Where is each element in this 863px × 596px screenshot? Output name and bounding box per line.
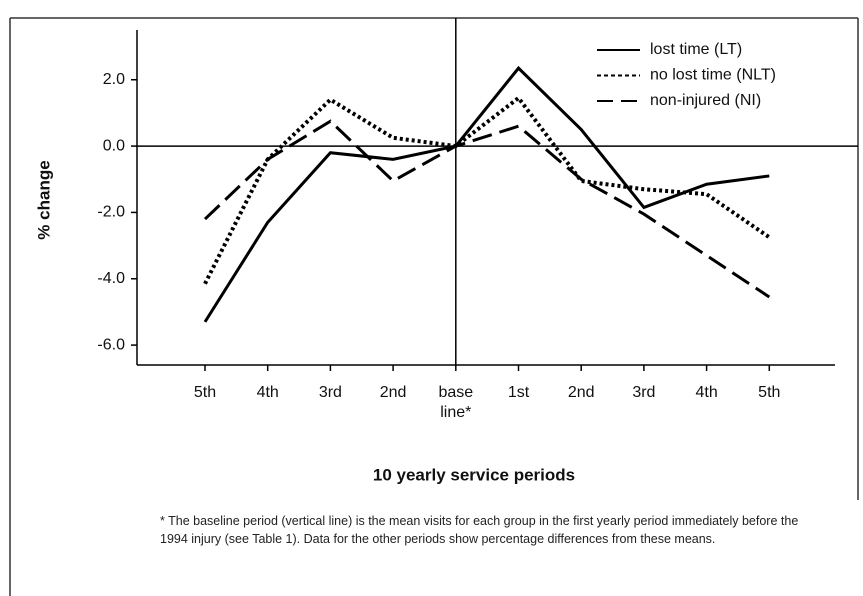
footnote: * The baseline period (vertical line) is… xyxy=(160,514,799,546)
y-tick-label: 2.0 xyxy=(103,71,125,88)
series-line xyxy=(203,95,771,285)
x-tick-label: 4th xyxy=(257,384,279,401)
y-tick-label: -2.0 xyxy=(97,204,125,221)
x-tick-label: 2nd xyxy=(568,384,595,401)
legend-label: lost time (LT) xyxy=(650,41,742,58)
x-tick-label: 2nd xyxy=(380,384,407,401)
x-tick-label: 3rd xyxy=(319,384,342,401)
series-line xyxy=(203,65,770,323)
y-tick-label: -4.0 xyxy=(97,270,125,287)
series-line xyxy=(203,119,771,299)
legend-label: no lost time (NLT) xyxy=(650,67,776,84)
y-axis-label: % change xyxy=(34,160,53,239)
y-tick-label: 0.0 xyxy=(103,137,125,154)
y-tick-label: -6.0 xyxy=(97,336,125,353)
x-tick-label: 5th xyxy=(758,384,780,401)
x-tick-label: 4th xyxy=(695,384,717,401)
x-tick-label: 1st xyxy=(508,384,530,401)
x-tick-label: 3rd xyxy=(632,384,655,401)
x-axis-label: 10 yearly service periods xyxy=(373,465,575,484)
legend-label: non-injured (NI) xyxy=(650,92,761,109)
x-tick-label: 5th xyxy=(194,384,216,401)
x-tick-label: base line* xyxy=(438,384,473,421)
